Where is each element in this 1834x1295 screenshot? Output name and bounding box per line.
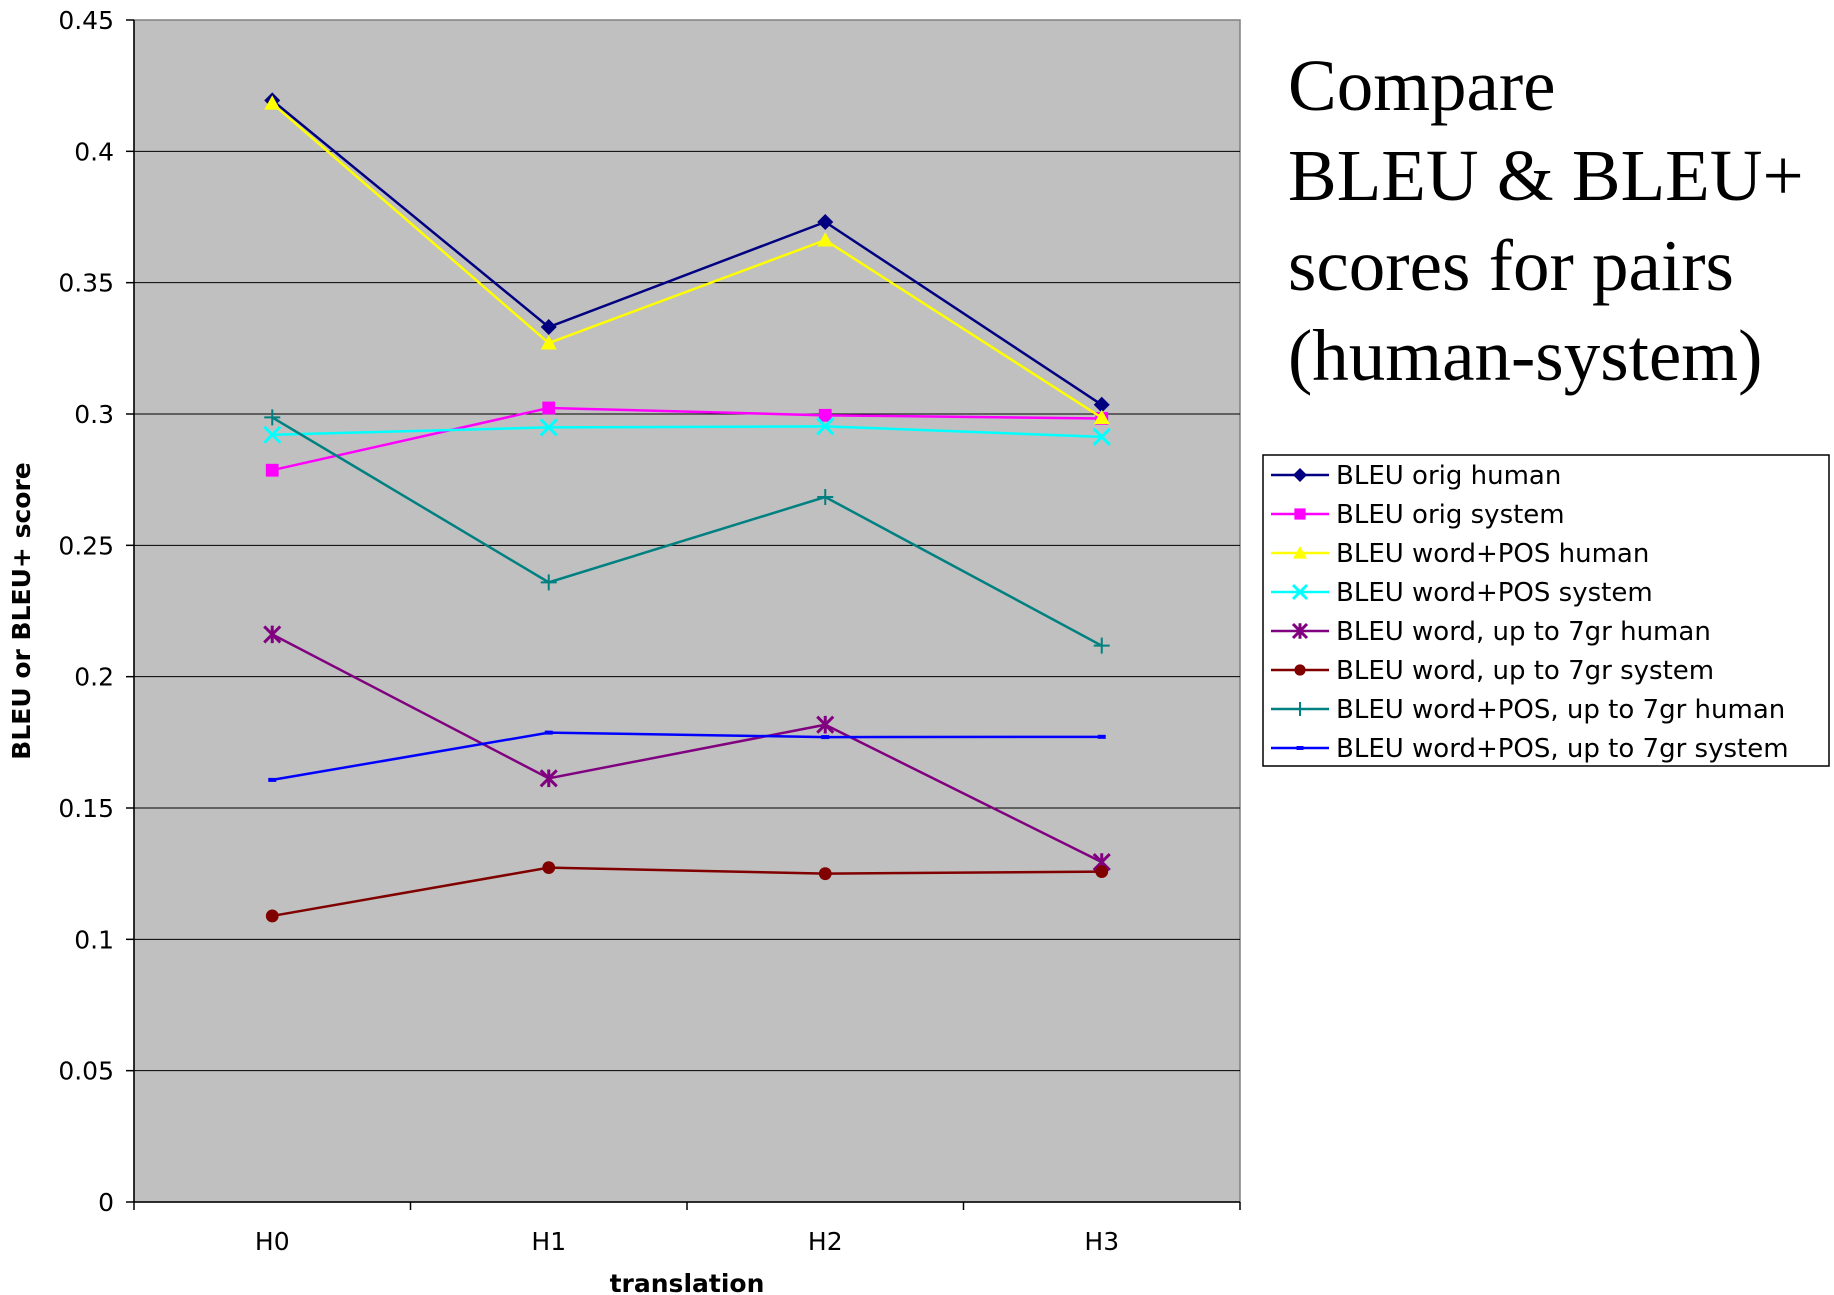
data-point xyxy=(268,777,277,782)
legend-item: BLEU orig human xyxy=(1271,461,1561,491)
data-point xyxy=(818,867,832,881)
series-line xyxy=(272,731,1102,782)
axes: 0 0.05 0.1 0.15 0.2 0.25 0.3 0.35 0.4 0.45 H0 H1 H2 H… xyxy=(58,6,1241,1256)
y-tick-label: 0.4 xyxy=(74,137,114,166)
series-8 xyxy=(268,730,1106,782)
series-2 xyxy=(265,401,1109,477)
x-axis-title: translation xyxy=(610,1269,765,1295)
plot-area xyxy=(133,19,1241,1203)
legend-marker xyxy=(1294,664,1306,676)
series-5 xyxy=(263,625,1111,872)
data-point xyxy=(817,232,834,247)
data-point xyxy=(1093,396,1110,413)
series-3 xyxy=(264,95,1110,425)
legend-item: BLEU word+POS, up to 7gr system xyxy=(1271,734,1789,764)
data-point xyxy=(542,861,556,875)
data-point xyxy=(264,95,281,110)
data-point xyxy=(539,769,558,788)
series-7 xyxy=(264,409,1110,654)
series-6 xyxy=(265,861,1109,923)
data-point xyxy=(540,574,557,591)
y-tick-label: 0 xyxy=(98,1188,114,1217)
legend-marker xyxy=(1293,468,1307,482)
legend-label: BLEU word+POS, up to 7gr system xyxy=(1336,734,1789,764)
y-tick-label: 0.15 xyxy=(58,794,114,823)
legend-label: BLEU word+POS system xyxy=(1336,578,1653,608)
data-point xyxy=(265,463,279,477)
y-tick-label: 0.1 xyxy=(74,925,114,954)
legend-item: BLEU word+POS, up to 7gr human xyxy=(1271,695,1785,725)
x-tick-label: H1 xyxy=(531,1227,566,1256)
y-axis-title: BLEU or BLEU+ score xyxy=(7,462,36,759)
y-tick-label: 0.05 xyxy=(58,1057,114,1086)
data-point xyxy=(544,730,553,735)
data-point xyxy=(539,418,558,437)
chart-title-line: BLEU & BLEU+ xyxy=(1288,135,1804,216)
legend-marker xyxy=(1291,622,1309,640)
legend-marker xyxy=(1296,746,1304,750)
series-line xyxy=(271,102,1103,419)
legend-item: BLEU word, up to 7gr human xyxy=(1271,617,1711,647)
chart-title: Compare BLEU & BLEU+ scores for pairs (huma… xyxy=(1288,45,1804,396)
legend-label: BLEU word+POS human xyxy=(1336,539,1649,569)
series-line xyxy=(271,416,1103,647)
data-point xyxy=(816,417,835,436)
chart-title-line: (human-system) xyxy=(1288,315,1762,396)
data-point xyxy=(1092,427,1111,446)
series-4 xyxy=(263,417,1111,446)
legend-label: BLEU orig system xyxy=(1336,500,1565,530)
x-tick-label: H0 xyxy=(255,1227,290,1256)
y-tick-label: 0.2 xyxy=(74,663,114,692)
y-tick-label: 0.3 xyxy=(74,400,114,429)
data-point xyxy=(1097,734,1106,739)
series-line xyxy=(271,633,1103,864)
data-point xyxy=(1093,409,1110,425)
data-point xyxy=(263,625,282,644)
data-point xyxy=(818,408,832,422)
legend: BLEU orig human BLEU orig system BLEU word… xyxy=(1262,454,1830,767)
legend-label: BLEU word+POS, up to 7gr human xyxy=(1336,695,1785,725)
data-point xyxy=(540,319,557,336)
series-group xyxy=(263,92,1111,923)
legend-box xyxy=(1262,454,1830,767)
series-line xyxy=(271,99,1103,406)
data-point xyxy=(542,401,556,415)
legend-marker xyxy=(1294,508,1306,520)
x-tick-label: H3 xyxy=(1084,1227,1119,1256)
data-point xyxy=(817,213,834,230)
y-tick-label: 0.25 xyxy=(58,531,114,560)
legend-item: BLEU word+POS human xyxy=(1271,539,1649,569)
series-line xyxy=(271,406,1102,472)
series-line xyxy=(272,866,1102,918)
legend-label: BLEU word, up to 7gr system xyxy=(1336,656,1714,686)
series-line xyxy=(272,425,1102,439)
chart-title-line: Compare xyxy=(1288,45,1556,126)
data-point xyxy=(816,715,835,734)
legend-label: BLEU orig human xyxy=(1336,461,1561,491)
data-point xyxy=(265,909,279,923)
x-tick-label: H2 xyxy=(808,1227,843,1256)
chart-title-line: scores for pairs xyxy=(1288,225,1734,306)
data-point xyxy=(263,425,282,444)
gridlines xyxy=(134,150,1240,1072)
legend-item: BLEU orig system xyxy=(1271,500,1565,530)
legend-marker xyxy=(1291,583,1309,601)
data-point xyxy=(817,489,834,506)
data-point xyxy=(821,735,830,740)
y-tick-label: 0.35 xyxy=(58,269,114,298)
data-point xyxy=(264,409,281,426)
legend-marker xyxy=(1293,702,1307,716)
y-tick-label: 0.45 xyxy=(58,6,114,35)
legend-item: BLEU word+POS system xyxy=(1271,578,1653,608)
legend-item: BLEU word, up to 7gr system xyxy=(1271,656,1714,686)
legend-label: BLEU word, up to 7gr human xyxy=(1336,617,1711,647)
data-point xyxy=(540,335,557,350)
legend-marker xyxy=(1293,546,1307,559)
data-point xyxy=(1093,637,1110,654)
data-point xyxy=(1095,865,1109,878)
